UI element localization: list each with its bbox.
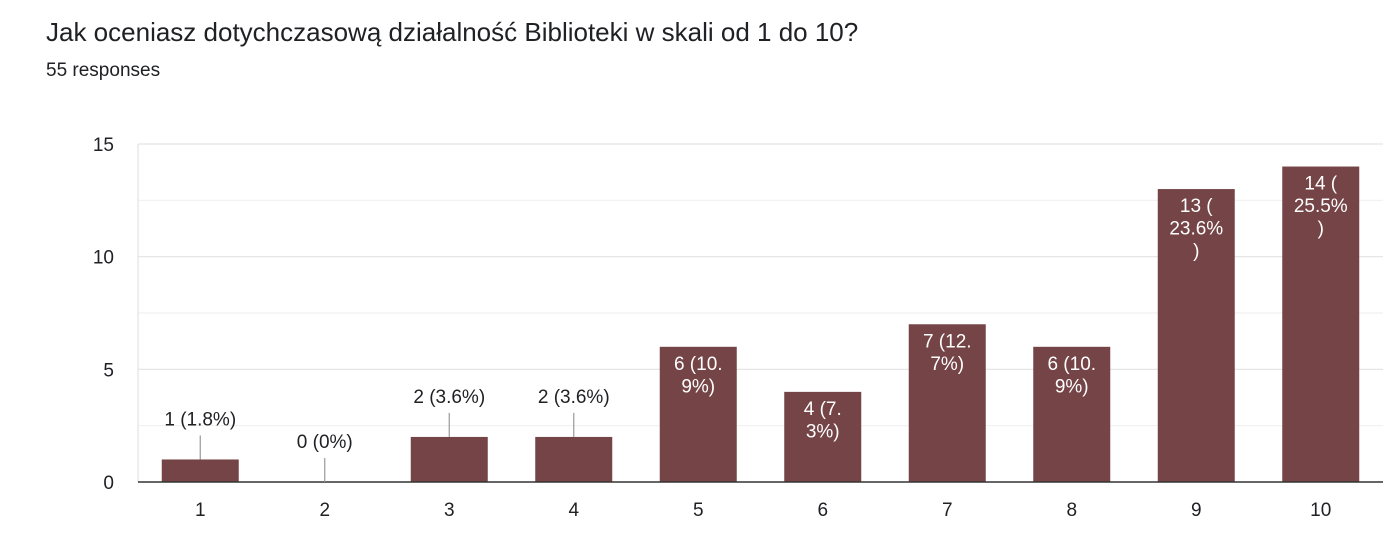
data-label: 6 (10.9%) [674, 354, 723, 398]
x-tick-label: 7 [942, 500, 953, 521]
bar [1157, 189, 1235, 483]
bar [908, 324, 986, 482]
data-label-line: 9%) [1055, 376, 1089, 397]
data-label: 7 (12.7%) [923, 331, 972, 375]
data-label-line: 25.5% [1294, 196, 1348, 217]
x-tick-label: 8 [1066, 500, 1077, 521]
y-tick-label: 15 [93, 135, 114, 156]
x-tick-label: 10 [1310, 500, 1331, 521]
question-title: Jak oceniasz dotychczasową działalność B… [46, 17, 859, 47]
data-label-line: 2 (3.6%) [538, 387, 610, 408]
data-label: 4 (7.3%) [804, 399, 842, 443]
data-labels: 1 (1.8%)0 (0%)2 (3.6%) 2 (3.6%)6 (10.9%)4… [164, 174, 1348, 482]
data-label: 1 (1.8%) [164, 409, 236, 460]
data-label-line: 6 (10. [1047, 354, 1096, 375]
data-label-line: 14 ( [1304, 174, 1337, 195]
response-count: 55 responses [46, 60, 161, 81]
data-label-line: ) [1193, 241, 1199, 262]
data-label-line: 7%) [930, 354, 964, 375]
bars [161, 166, 1360, 483]
data-label-line: 7 (12. [923, 331, 972, 352]
x-tick-label: 1 [195, 500, 206, 521]
data-label-line: 3%) [806, 421, 840, 442]
x-tick-label: 2 [319, 500, 330, 521]
x-tick-label: 3 [444, 500, 455, 521]
data-label: 2 (3.6%) [413, 387, 485, 437]
bar [535, 436, 613, 482]
data-label-line: 2 (3.6%) [413, 387, 485, 408]
bar [1282, 166, 1360, 483]
data-label-line: ) [1318, 219, 1324, 240]
bar [659, 346, 737, 482]
data-label: 13 (23.6%) [1169, 196, 1223, 262]
data-label: 2 (3.6%) [538, 387, 610, 437]
x-tick-label: 9 [1191, 500, 1202, 521]
bar [410, 436, 488, 482]
x-tick-label: 5 [693, 500, 704, 521]
x-axis-ticks: 1 2 3 4 5 6 7 8 9 10 [138, 481, 1383, 521]
data-label-line: 1 (1.8%) [164, 409, 236, 430]
y-tick-label: 10 [93, 248, 114, 269]
data-label-line: 4 (7. [804, 399, 842, 420]
data-label-line: 9%) [681, 376, 715, 397]
data-label-line: 23.6% [1169, 219, 1223, 240]
data-label: 0 (0%) [297, 432, 353, 482]
x-tick-label: 6 [817, 500, 828, 521]
data-label-line: 0 (0%) [297, 432, 353, 453]
bar [1033, 346, 1111, 482]
y-tick-label: 0 [103, 473, 114, 494]
x-tick-label: 4 [568, 500, 579, 521]
bar [784, 391, 862, 482]
bar [161, 459, 239, 482]
data-label-line: 13 ( [1180, 196, 1213, 217]
y-tick-label: 5 [103, 360, 114, 381]
data-label: 6 (10.9%) [1047, 354, 1096, 398]
data-label: 14 (25.5%) [1294, 174, 1348, 240]
y-axis-ticks: 0 5 10 15 [93, 135, 114, 494]
data-label-line: 6 (10. [674, 354, 723, 375]
